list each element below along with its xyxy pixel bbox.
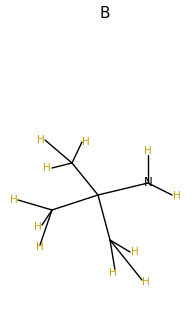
Text: H: H xyxy=(142,277,150,287)
Text: H: H xyxy=(34,222,42,232)
Text: H: H xyxy=(36,242,44,252)
Text: H: H xyxy=(173,191,181,201)
Text: H: H xyxy=(10,195,18,205)
Text: H: H xyxy=(37,135,45,145)
Text: H: H xyxy=(131,247,139,257)
Text: N: N xyxy=(144,176,152,189)
Text: H: H xyxy=(82,137,90,147)
Text: B: B xyxy=(100,6,110,21)
Text: H: H xyxy=(144,146,152,156)
Text: H: H xyxy=(43,163,51,173)
Text: H: H xyxy=(109,268,117,278)
